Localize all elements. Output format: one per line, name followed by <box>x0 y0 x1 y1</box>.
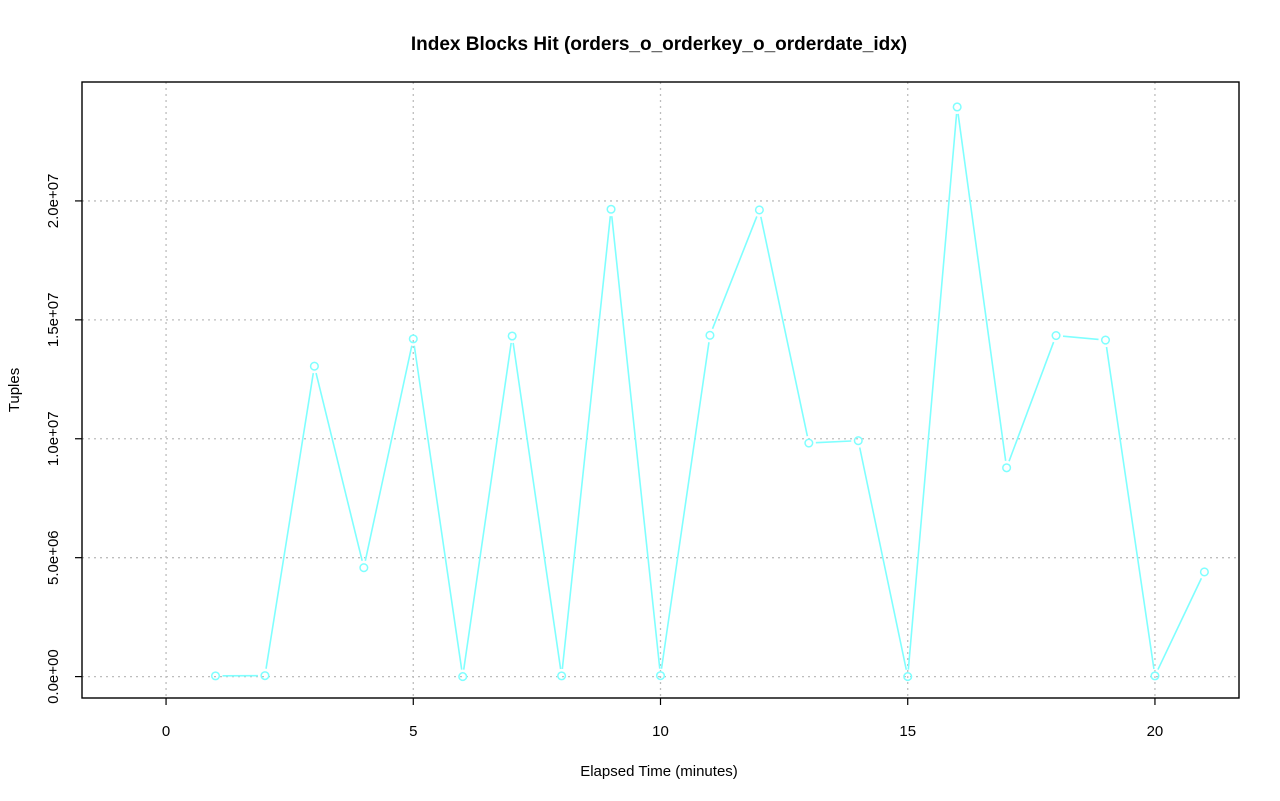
series-line-segment <box>1157 577 1203 670</box>
data-point <box>1002 463 1012 473</box>
series-line-segment <box>512 342 562 670</box>
x-tick-label: 0 <box>162 723 170 740</box>
series-line-segment <box>760 216 809 437</box>
y-tick-label: 1.5e+07 <box>45 293 62 348</box>
data-point <box>260 671 270 681</box>
x-axis-label: Elapsed Time (minutes) <box>580 763 738 780</box>
data-point <box>853 436 863 446</box>
series-line-segment <box>265 373 315 669</box>
series-line-segment <box>815 440 852 444</box>
grid <box>82 82 1239 698</box>
x-axis: 0 5 10 15 20 <box>162 698 1163 740</box>
data-point <box>1100 335 1111 345</box>
y-axis: 0.0e+00 5.0e+06 1.0e+07 1.5e+07 2.0e+07 <box>45 174 82 704</box>
series-line-segment <box>610 216 661 669</box>
data-point <box>606 204 616 214</box>
data-point <box>557 671 567 681</box>
x-tick-label: 15 <box>899 723 916 740</box>
y-tick-label: 0.0e+00 <box>45 649 62 704</box>
data-point <box>359 563 369 573</box>
x-tick-label: 20 <box>1147 723 1164 740</box>
series-line-segment <box>1008 341 1055 462</box>
data-point <box>705 330 715 340</box>
data-point <box>408 334 418 344</box>
data-point <box>1150 671 1160 681</box>
series-layer <box>210 102 1209 682</box>
data-point <box>458 672 468 682</box>
data-point <box>309 361 319 371</box>
y-axis-label: Tuples <box>6 368 23 412</box>
series-line-segment <box>660 342 710 669</box>
series-line-segment <box>413 345 463 670</box>
series-line-segment <box>1105 346 1155 670</box>
data-point <box>903 672 913 682</box>
y-tick-label: 5.0e+06 <box>45 530 62 585</box>
data-point <box>655 671 666 681</box>
data-point <box>754 205 764 215</box>
series-line-segment <box>1062 335 1099 341</box>
chart-title: Index Blocks Hit (orders_o_orderkey_o_or… <box>411 34 907 55</box>
data-point <box>1051 330 1061 341</box>
series-line-segment <box>315 372 363 562</box>
x-tick-label: 5 <box>409 723 417 740</box>
series-line-segment <box>957 113 1007 461</box>
data-point <box>952 102 962 112</box>
y-tick-label: 2.0e+07 <box>45 174 62 229</box>
series-line-segment <box>711 216 758 330</box>
y-tick-label: 1.0e+07 <box>45 411 62 466</box>
series-line-segment <box>858 447 908 670</box>
data-point <box>507 331 517 341</box>
series-line-segment <box>364 345 413 561</box>
data-point <box>1199 567 1209 577</box>
x-tick-label: 10 <box>652 723 669 740</box>
series-line-segment <box>462 342 512 670</box>
series-line-segment <box>561 216 612 670</box>
data-point <box>210 671 221 681</box>
data-point <box>804 438 814 448</box>
series-line-segment <box>907 113 958 670</box>
